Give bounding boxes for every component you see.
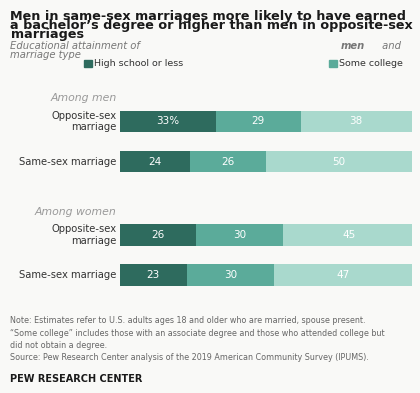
Text: 23: 23: [147, 270, 160, 280]
Text: marriage type: marriage type: [10, 50, 81, 60]
Text: 26: 26: [151, 230, 164, 240]
Bar: [216, 111, 301, 132]
Text: High school or less: High school or less: [94, 59, 183, 68]
Bar: [265, 151, 412, 172]
Text: Men in same-sex marriages more likely to have earned: Men in same-sex marriages more likely to…: [10, 10, 407, 23]
Bar: [190, 151, 265, 172]
Text: Among men: Among men: [50, 93, 117, 103]
Text: 26: 26: [221, 156, 234, 167]
Text: Note: Estimates refer to U.S. adults ages 18 and older who are married, spouse p: Note: Estimates refer to U.S. adults age…: [10, 316, 385, 362]
Text: Same-sex marriage: Same-sex marriage: [19, 270, 117, 280]
Text: 30: 30: [224, 270, 237, 280]
Bar: [301, 111, 412, 132]
Text: and: and: [379, 41, 404, 51]
Bar: [120, 224, 196, 246]
Text: 50: 50: [332, 156, 345, 167]
Text: Educational attainment of: Educational attainment of: [10, 41, 144, 51]
Text: 29: 29: [252, 116, 265, 127]
Text: 30: 30: [233, 230, 246, 240]
Bar: [187, 264, 274, 286]
Text: a bachelor’s degree or higher than men in opposite-sex: a bachelor’s degree or higher than men i…: [10, 19, 413, 32]
Text: Some college: Some college: [339, 59, 403, 68]
Text: Opposite-sex
marriage: Opposite-sex marriage: [52, 224, 117, 246]
Text: Among women: Among women: [35, 207, 117, 217]
Text: 47: 47: [336, 270, 349, 280]
Text: 38: 38: [349, 116, 363, 127]
Text: marriages: marriages: [10, 28, 84, 41]
Bar: [120, 151, 190, 172]
Bar: [274, 264, 412, 286]
Text: 33%: 33%: [156, 116, 179, 127]
Bar: [120, 111, 216, 132]
Text: 24: 24: [148, 156, 161, 167]
Text: men: men: [341, 41, 365, 51]
Text: PEW RESEARCH CENTER: PEW RESEARCH CENTER: [10, 375, 143, 384]
Bar: [120, 264, 187, 286]
Text: 45: 45: [342, 230, 355, 240]
Bar: [283, 224, 415, 246]
Text: Opposite-sex
marriage: Opposite-sex marriage: [52, 111, 117, 132]
Bar: [196, 224, 283, 246]
Text: Same-sex marriage: Same-sex marriage: [19, 156, 117, 167]
